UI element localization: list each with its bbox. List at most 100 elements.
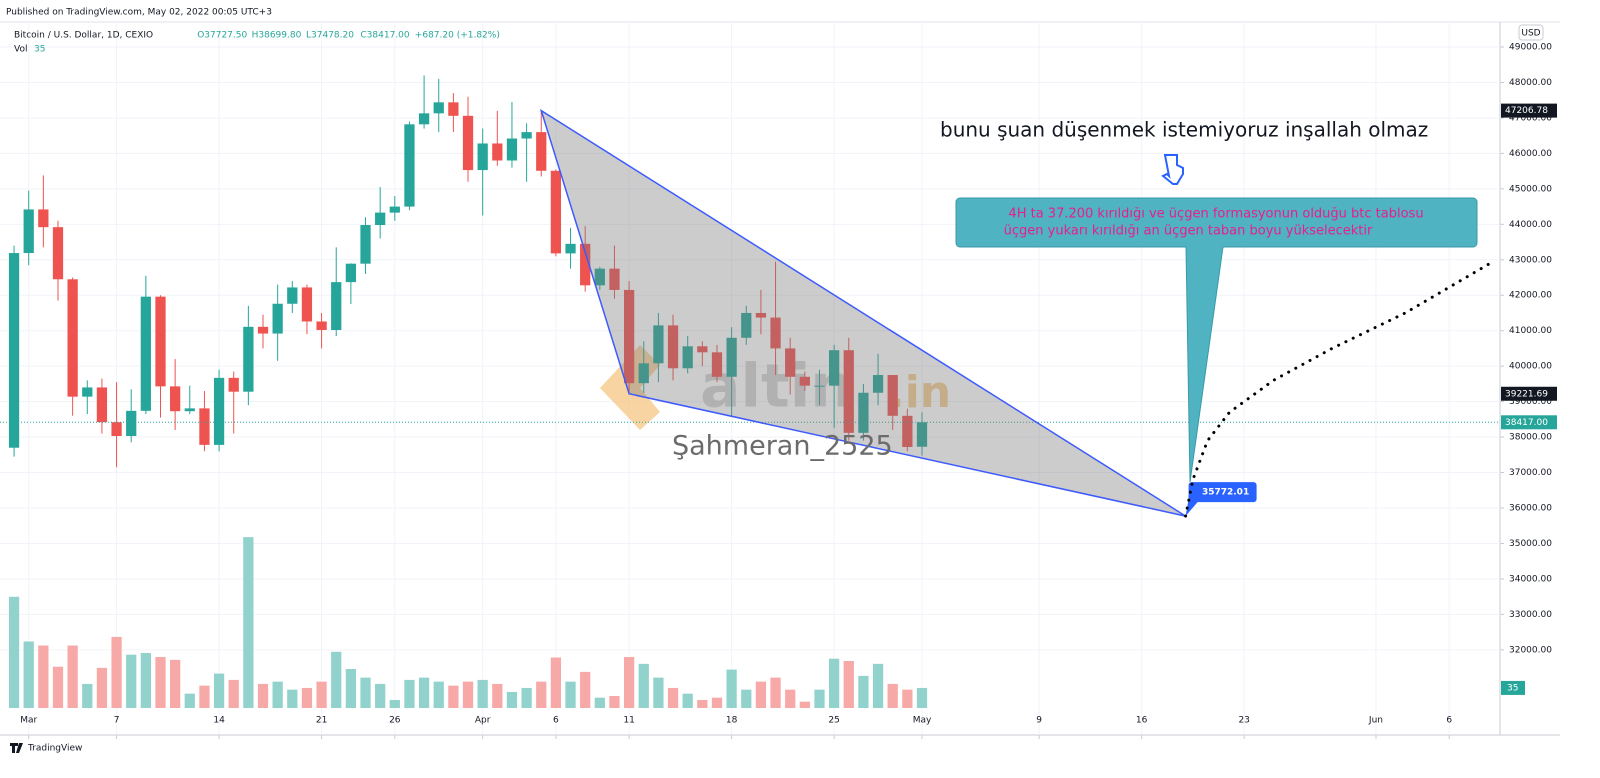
candle-body — [682, 346, 693, 369]
x-tick-label: 23 — [1238, 716, 1249, 726]
candle-body — [872, 375, 884, 393]
candle-body — [301, 287, 313, 322]
volume-bar — [404, 679, 415, 708]
volume-bar — [433, 681, 444, 708]
volume-bar — [52, 666, 64, 708]
volume-bar — [23, 641, 34, 708]
x-tick-label: Mar — [20, 716, 37, 726]
y-tick-label: 49000.00 — [1509, 43, 1552, 53]
candle-body — [858, 392, 869, 433]
volume-bar — [521, 687, 532, 708]
candle-body — [126, 410, 137, 437]
candle-body — [448, 102, 459, 116]
candle-body — [536, 132, 547, 171]
candle-body — [38, 209, 49, 228]
candle-body — [140, 296, 151, 411]
candle-body — [345, 263, 356, 283]
volume-bar — [170, 659, 181, 708]
candle-body — [770, 317, 781, 349]
volume-bar — [623, 656, 635, 708]
volume-bar — [682, 693, 693, 708]
ohlc-value: L37478.20 — [306, 31, 354, 41]
volume-bar — [199, 685, 210, 708]
candle-body — [8, 253, 20, 448]
callout-line: üçgen yukarı kırıldığı an üçgen taban bo… — [1004, 224, 1373, 239]
volume-bar — [814, 689, 825, 708]
volume-bar — [287, 689, 298, 708]
x-tick-label: 7 — [114, 716, 120, 726]
volume-bar — [755, 681, 767, 708]
y-tick-label: 43000.00 — [1509, 255, 1552, 265]
volume-bar — [492, 683, 503, 708]
watermark-suffix: .in — [888, 367, 951, 418]
candle-body — [272, 303, 283, 334]
candles — [8, 75, 928, 468]
price-marker-label: 39221.69 — [1505, 389, 1548, 399]
volume-bar — [389, 699, 400, 708]
y-tick-label: 33000.00 — [1509, 610, 1552, 620]
price-callout-label: 35772.01 — [1202, 488, 1249, 498]
candle-body — [96, 387, 108, 423]
volume-bar — [550, 657, 562, 708]
volume-bar — [580, 671, 591, 708]
volume-bar — [140, 652, 151, 708]
callout-box — [955, 197, 1478, 483]
volume-bar — [360, 677, 371, 708]
candle-body — [623, 289, 635, 384]
candle-body — [887, 375, 898, 416]
volume-bar — [213, 673, 225, 708]
annotations — [0, 108, 1500, 518]
candle-body — [404, 124, 415, 207]
y-tick-label: 44000.00 — [1509, 220, 1552, 230]
candle-body — [257, 326, 269, 334]
volume-bar — [872, 663, 884, 708]
x-tick-label: 11 — [623, 716, 634, 726]
x-tick-label: Apr — [475, 716, 491, 726]
candle-body — [52, 227, 64, 280]
candle-body — [184, 408, 195, 412]
candle-body — [609, 268, 620, 290]
last-price-box — [1501, 415, 1557, 430]
candle-body — [67, 279, 78, 397]
candle-body — [902, 415, 913, 448]
y-tick-label: 45000.00 — [1509, 184, 1552, 194]
y-tick-label: 36000.00 — [1509, 504, 1552, 514]
published-header: Published on TradingView.com, May 02, 20… — [6, 8, 272, 18]
candle-body — [199, 408, 210, 445]
y-tick-label: 47000.00 — [1509, 113, 1552, 123]
volume-bar — [184, 693, 195, 708]
candle-body — [477, 143, 488, 171]
candle-body — [389, 206, 400, 213]
price-marker-box — [1501, 103, 1557, 118]
signature: Şahmeran_2525 — [672, 431, 893, 462]
volume-bar — [345, 669, 356, 708]
candle-body — [316, 321, 327, 330]
volume-legend: Vol — [14, 45, 27, 55]
x-tick-label: Jun — [1368, 716, 1383, 726]
candle-body — [360, 225, 371, 264]
candle-body — [492, 143, 503, 161]
candle-body — [433, 102, 444, 114]
volume-bar — [272, 681, 283, 708]
volume-bar — [902, 689, 913, 708]
y-tick-label: 48000.00 — [1509, 78, 1552, 88]
candle-body — [667, 325, 679, 369]
volume-bar — [8, 596, 20, 708]
volume-bar — [448, 685, 459, 708]
volume-bar — [67, 645, 78, 708]
volume-value-box — [1501, 680, 1525, 695]
volume-bar — [331, 651, 342, 708]
candle-body — [506, 138, 518, 161]
volume-bar — [301, 687, 313, 708]
price-marker-label: 47206.78 — [1505, 106, 1548, 116]
y-tick-label: 37000.00 — [1509, 468, 1552, 478]
volume-bar — [785, 689, 796, 708]
volume-bar — [155, 656, 166, 708]
x-tick-label: 14 — [213, 716, 225, 726]
callout-line: 4H ta 37.200 kırıldığı ve üçgen formasyo… — [1008, 207, 1423, 222]
candle-body — [243, 326, 254, 392]
volume-bar — [667, 687, 679, 708]
volume-bar — [418, 677, 430, 708]
